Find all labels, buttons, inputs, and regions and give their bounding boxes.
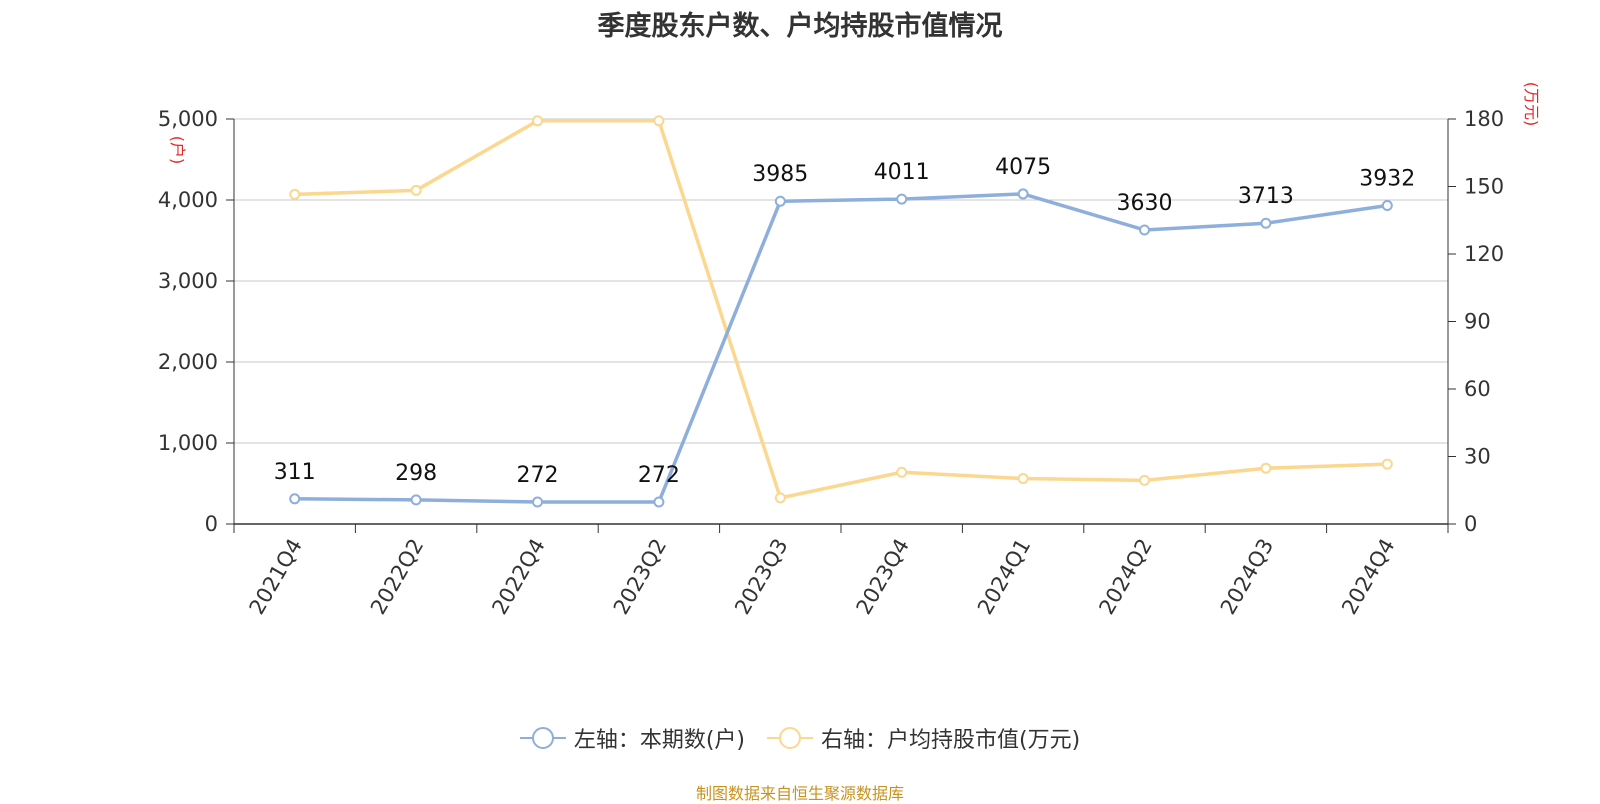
- right-series-line: [294, 119, 1388, 500]
- legend-marker-left-icon: [519, 727, 566, 749]
- left-series-data-label: 4011: [874, 160, 930, 185]
- right-axis-tick-label: 90: [1464, 310, 1491, 334]
- right-series-point: [1381, 458, 1393, 470]
- source-footer: 制图数据来自恒生聚源数据库: [695, 784, 904, 803]
- left-series-point: [653, 496, 665, 508]
- x-axis-tick-label: 2024Q1: [973, 535, 1035, 619]
- right-axis-unit-label: (万元): [1522, 82, 1541, 127]
- left-series-data-label: 3630: [1117, 191, 1173, 216]
- right-series-point: [896, 466, 908, 478]
- right-axis-tick-label: 30: [1464, 445, 1491, 469]
- left-axis-tick-label: 3,000: [158, 269, 218, 293]
- chart-title: 季度股东户数、户均持股市值情况: [597, 11, 1003, 42]
- x-axis-tick-label: 2023Q2: [609, 535, 671, 619]
- right-series-point: [289, 188, 301, 200]
- x-axis-tick-label: 2023Q3: [730, 535, 792, 619]
- legend-item-left-series[interactable]: 左轴：本期数(户): [519, 722, 745, 754]
- right-axis-tick-label: 180: [1464, 107, 1504, 131]
- left-axis-tick-label: 1,000: [158, 431, 218, 455]
- legend-label-left-series: 左轴：本期数(户): [573, 728, 745, 753]
- left-series-data-label: 3713: [1238, 184, 1294, 209]
- left-series-point: [289, 493, 301, 505]
- right-series-point: [1260, 462, 1272, 474]
- left-series-point: [410, 494, 422, 506]
- right-axis-tick-label: 150: [1464, 175, 1504, 199]
- left-axis-tick-label: 5,000: [158, 107, 218, 131]
- legend: 左轴：本期数(户) 右轴：户均持股市值(万元): [0, 722, 1600, 754]
- left-series-point: [896, 193, 908, 205]
- left-axis-unit-label: (户): [168, 136, 187, 165]
- x-axis-tick-label: 2021Q4: [245, 535, 307, 619]
- x-axis-tick-label: 2024Q4: [1337, 535, 1399, 619]
- left-series-point: [774, 195, 786, 207]
- left-series-data-label: 272: [638, 463, 680, 488]
- legend-label-right-series: 右轴：户均持股市值(万元): [821, 728, 1081, 753]
- left-series-data-label: 4075: [995, 155, 1051, 180]
- left-series-point: [1017, 188, 1029, 200]
- left-series-line: [294, 192, 1388, 504]
- right-series-point: [532, 115, 543, 127]
- left-series-data-label: 298: [395, 461, 437, 486]
- left-series-point: [532, 496, 543, 508]
- right-series-point: [1017, 473, 1029, 485]
- right-series-point: [774, 492, 786, 504]
- x-axis-tick-label: 2024Q2: [1094, 535, 1156, 619]
- left-series-data-label: 3932: [1359, 167, 1415, 192]
- left-series-point: [1381, 200, 1393, 212]
- legend-marker-right-icon: [767, 727, 813, 749]
- left-series-data-label: 3985: [752, 162, 808, 187]
- left-axis-tick-label: 0: [205, 512, 218, 536]
- x-axis-tick-label: 2022Q4: [487, 535, 549, 619]
- left-axis-tick-label: 4,000: [158, 188, 218, 212]
- right-series-point: [1139, 474, 1150, 486]
- x-axis-tick-label: 2023Q4: [852, 535, 914, 619]
- right-axis-tick-label: 0: [1464, 512, 1477, 536]
- right-axis-tick-label: 120: [1464, 242, 1504, 266]
- x-axis-tick-label: 2022Q2: [366, 535, 428, 619]
- left-axis-tick-label: 2,000: [158, 350, 218, 374]
- right-series-point: [410, 184, 422, 196]
- left-series-data-label: 272: [517, 463, 559, 488]
- right-axis-tick-label: 60: [1464, 377, 1491, 401]
- right-series-point: [653, 115, 665, 127]
- x-axis-tick-label: 2024Q3: [1216, 535, 1278, 619]
- left-series-point: [1139, 224, 1150, 236]
- legend-item-right-series[interactable]: 右轴：户均持股市值(万元): [767, 722, 1080, 754]
- left-series-data-label: 311: [274, 460, 316, 485]
- left-series-point: [1260, 217, 1272, 229]
